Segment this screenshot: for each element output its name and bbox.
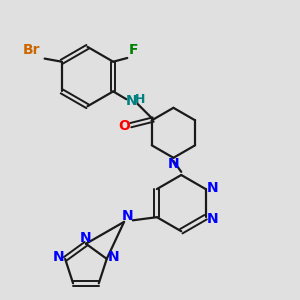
- Text: N: N: [80, 230, 92, 244]
- Text: N: N: [168, 157, 179, 171]
- Text: O: O: [118, 119, 130, 134]
- Text: N: N: [108, 250, 119, 264]
- Text: N: N: [52, 250, 64, 264]
- Text: N: N: [126, 94, 138, 108]
- Text: N: N: [207, 181, 218, 194]
- Text: F: F: [128, 43, 138, 57]
- Text: H: H: [135, 93, 146, 106]
- Text: N: N: [122, 209, 133, 223]
- Text: N: N: [207, 212, 218, 226]
- Text: Br: Br: [23, 43, 40, 57]
